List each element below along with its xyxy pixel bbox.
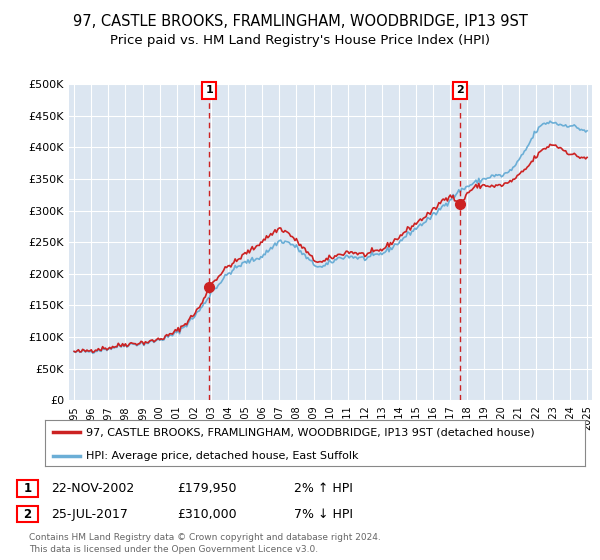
Text: 7% ↓ HPI: 7% ↓ HPI xyxy=(294,507,353,521)
Text: Price paid vs. HM Land Registry's House Price Index (HPI): Price paid vs. HM Land Registry's House … xyxy=(110,34,490,46)
Text: 2: 2 xyxy=(456,85,464,95)
Text: 2% ↑ HPI: 2% ↑ HPI xyxy=(294,482,353,495)
Text: 1: 1 xyxy=(205,85,213,95)
Text: 97, CASTLE BROOKS, FRAMLINGHAM, WOODBRIDGE, IP13 9ST (detached house): 97, CASTLE BROOKS, FRAMLINGHAM, WOODBRID… xyxy=(86,427,534,437)
Text: Contains HM Land Registry data © Crown copyright and database right 2024.: Contains HM Land Registry data © Crown c… xyxy=(29,533,380,542)
Text: HPI: Average price, detached house, East Suffolk: HPI: Average price, detached house, East… xyxy=(86,451,358,461)
Text: 25-JUL-2017: 25-JUL-2017 xyxy=(51,507,128,521)
Text: 2: 2 xyxy=(23,507,32,521)
Text: This data is licensed under the Open Government Licence v3.0.: This data is licensed under the Open Gov… xyxy=(29,545,318,554)
Text: 22-NOV-2002: 22-NOV-2002 xyxy=(51,482,134,495)
Text: 1: 1 xyxy=(23,482,32,495)
Text: 97, CASTLE BROOKS, FRAMLINGHAM, WOODBRIDGE, IP13 9ST: 97, CASTLE BROOKS, FRAMLINGHAM, WOODBRID… xyxy=(73,14,527,29)
Text: £310,000: £310,000 xyxy=(177,507,236,521)
Text: £179,950: £179,950 xyxy=(177,482,236,495)
